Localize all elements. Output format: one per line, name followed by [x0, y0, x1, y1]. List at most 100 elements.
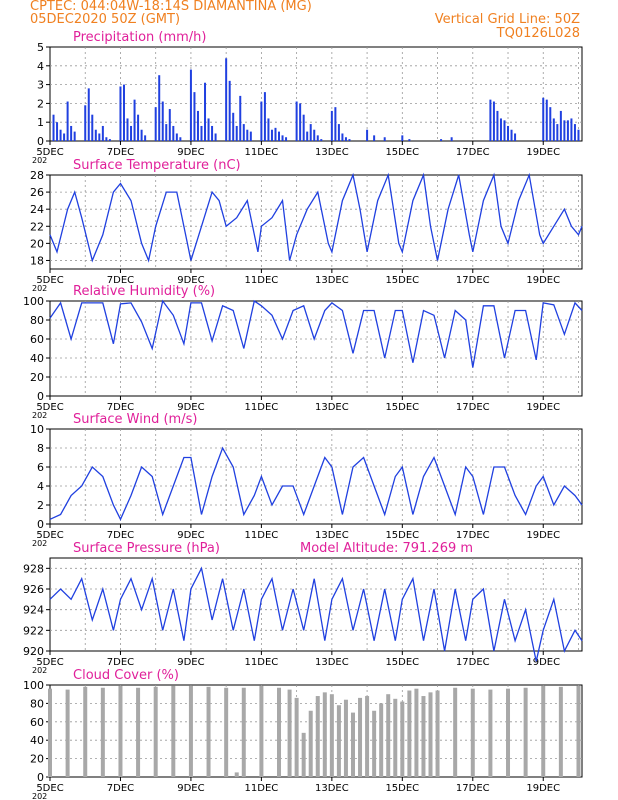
panel-title: Surface Temperature (nC) [73, 158, 241, 173]
precip-bar [285, 137, 288, 141]
x-tick-label: 19DEC [526, 402, 560, 413]
cloud-bar [308, 710, 313, 777]
x-tick-label: 17DEC [456, 530, 490, 541]
year-stub: 202 [32, 539, 47, 548]
cloud-bar [576, 685, 581, 777]
y-tick-label: 926 [23, 583, 44, 596]
cloud-bar [523, 687, 528, 777]
precip-bar [144, 135, 147, 141]
precip-bar [119, 86, 122, 141]
cloud-bar [100, 687, 105, 777]
x-tick-label: 19DEC [526, 530, 560, 541]
precip-bar [334, 107, 337, 141]
precip-bar [267, 118, 270, 141]
x-tick-label: 7DEC [107, 147, 134, 158]
x-tick-label: 11DEC [245, 657, 279, 668]
header-model-id: TQ0126L028 [496, 26, 580, 41]
precip-bar [91, 114, 94, 141]
cloud-bar [83, 686, 88, 777]
y-tick-label: 928 [23, 562, 44, 575]
x-tick-label: 13DEC [315, 402, 349, 413]
x-tick-label: 15DEC [385, 657, 419, 668]
cloud-bar [322, 692, 327, 777]
cloud-bar [301, 732, 306, 777]
precip-bar [260, 101, 263, 141]
x-tick-label: 9DEC [177, 657, 204, 668]
y-tick-label: 28 [30, 169, 44, 182]
precip-bar [204, 82, 207, 141]
precip-bar [348, 139, 351, 141]
x-tick-label: 17DEC [456, 657, 490, 668]
x-tick-label: 17DEC [456, 147, 490, 158]
cloud-bar [365, 696, 370, 777]
x-tick-label: 17DEC [456, 783, 490, 794]
y-tick-label: 20 [30, 371, 44, 384]
precip-bar [225, 58, 228, 141]
x-tick-label: 19DEC [526, 275, 560, 286]
precip-bar [52, 114, 55, 141]
x-tick-label: 13DEC [315, 147, 349, 158]
x-tick-label: 11DEC [245, 402, 279, 413]
y-tick-label: 5 [37, 41, 44, 54]
x-tick-label: 7DEC [107, 402, 134, 413]
precip-bar [154, 107, 157, 141]
precip-bar [207, 118, 210, 141]
cloud-bar [435, 690, 440, 777]
header-date-line: 05DEC2020 50Z (GMT) [30, 12, 181, 27]
x-tick-label: 17DEC [456, 402, 490, 413]
precip-bar [211, 125, 214, 141]
x-tick-label: 5DEC [36, 402, 63, 413]
precip-bar [161, 101, 164, 141]
x-tick-label: 5DEC [36, 275, 63, 286]
x-tick-label: 19DEC [526, 657, 560, 668]
x-tick-label: 9DEC [177, 530, 204, 541]
x-tick-label: 9DEC [177, 402, 204, 413]
panel-title: Surface Pressure (hPa) [73, 541, 220, 556]
precip-bar [137, 114, 140, 141]
precip-bar [337, 124, 340, 141]
y-tick-label: 60 [30, 716, 44, 729]
precip-bar [56, 122, 59, 141]
cloud-bar [379, 703, 384, 777]
cloud-bar [234, 772, 239, 777]
series-line [49, 566, 583, 662]
cloud-bar [358, 697, 363, 777]
y-tick-label: 4 [37, 60, 44, 73]
y-tick-label: 0 [37, 135, 44, 148]
precip-bar [366, 129, 369, 141]
y-tick-label: 920 [23, 645, 44, 658]
x-tick-label: 11DEC [245, 147, 279, 158]
precip-bar [341, 133, 344, 141]
cloud-bar [65, 689, 70, 777]
y-tick-label: 22 [30, 220, 44, 233]
precip-bar [105, 137, 108, 141]
precip-bar [566, 120, 569, 141]
y-tick-label: 100 [23, 679, 44, 692]
precip-bar [246, 129, 249, 141]
precip-bar [179, 137, 182, 141]
cloud-bar [414, 688, 419, 777]
precip-bar [492, 101, 495, 141]
y-tick-label: 60 [30, 333, 44, 346]
header-grid-note: Vertical Grid Line: 50Z [434, 12, 580, 27]
cloud-bar [136, 687, 141, 777]
y-tick-label: 26 [30, 186, 44, 199]
precip-bar [133, 99, 136, 141]
precip-bar [94, 129, 97, 141]
y-tick-label: 6 [37, 461, 44, 474]
precip-bar [263, 92, 266, 141]
precip-bar [228, 80, 231, 141]
y-tick-label: 922 [23, 624, 44, 637]
x-tick-label: 19DEC [526, 147, 560, 158]
y-tick-label: 924 [23, 604, 44, 617]
year-stub: 202 [32, 666, 47, 675]
cloud-bar [287, 689, 292, 777]
precip-bar [330, 110, 333, 141]
x-tick-label: 15DEC [385, 275, 419, 286]
precip-bar [73, 131, 76, 141]
series-line [49, 446, 583, 521]
x-tick-label: 15DEC [385, 147, 419, 158]
cloud-bar [350, 712, 355, 777]
precip-bar [63, 133, 66, 141]
